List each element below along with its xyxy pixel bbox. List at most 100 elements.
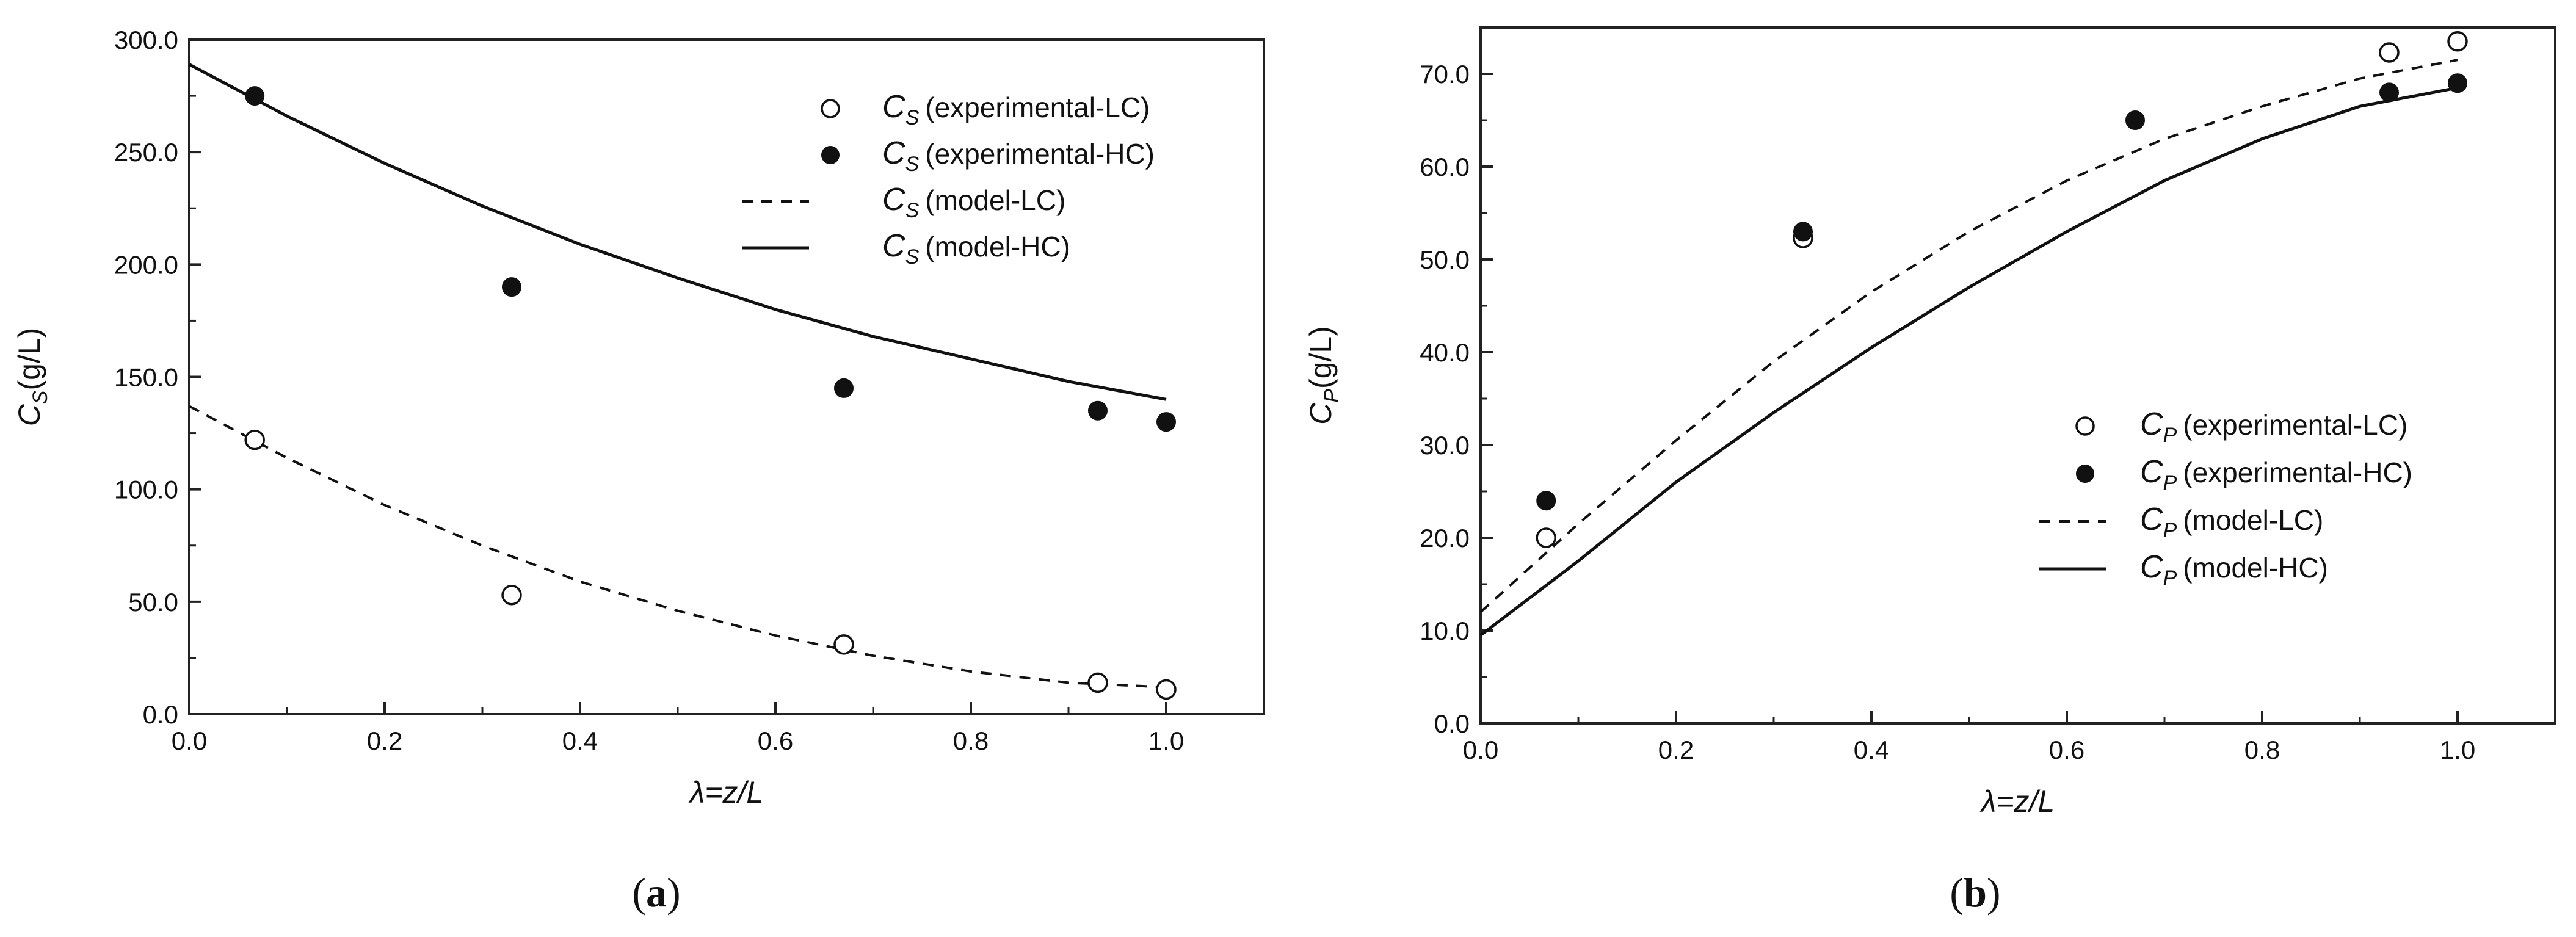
- legend-symbol: C: [882, 89, 905, 125]
- legend-symbol: C: [882, 182, 905, 217]
- y-axis-title-subscript: P: [1320, 389, 1343, 403]
- y-tick-label: 50.0: [1420, 245, 1470, 274]
- legend-symbol: C: [882, 136, 905, 171]
- y-tick-label: 30.0: [1420, 431, 1470, 460]
- legend-text: (model-LC): [2183, 504, 2323, 536]
- legend-subscript: P: [2163, 566, 2177, 590]
- data-point-experimental-hc: [834, 378, 854, 398]
- data-point-experimental-hc: [1793, 222, 1813, 242]
- series-line-model-hc: [188, 63, 1167, 401]
- x-axis-title: λ=z/L: [688, 775, 764, 809]
- caption-close: ): [667, 869, 681, 916]
- y-tick-label: 250.0: [114, 138, 178, 167]
- legend-symbol: C: [2140, 454, 2163, 490]
- x-tick-label: 0.0: [172, 726, 207, 755]
- y-axis-title-unit: (g/L): [12, 328, 46, 391]
- legend-symbol: C: [2140, 407, 2163, 442]
- y-tick-label: 100.0: [114, 476, 178, 504]
- x-tick-label: 0.4: [562, 726, 598, 755]
- caption-close: ): [1987, 869, 2001, 916]
- series-line-model-lc: [189, 405, 1167, 689]
- legend-subscript: P: [2163, 519, 2177, 542]
- y-axis-title-symbol: C: [12, 403, 46, 426]
- data-point-experimental-hc: [1156, 412, 1176, 432]
- caption-letter: b: [1964, 869, 1987, 916]
- x-tick-label: 0.6: [758, 726, 793, 755]
- data-point-experimental-lc: [501, 585, 522, 606]
- x-tick-label: 0.6: [2049, 736, 2084, 764]
- panel-caption: (a): [632, 869, 680, 916]
- data-point-experimental-hc: [2125, 110, 2145, 130]
- legend-subscript: S: [905, 199, 920, 222]
- y-tick-label: 70.0: [1420, 60, 1470, 89]
- data-point-experimental-lc: [2379, 42, 2400, 63]
- y-tick-label: 0.0: [1434, 709, 1470, 738]
- legend-marker: [2075, 416, 2095, 436]
- plot-frame: [1479, 26, 2556, 725]
- data-point-experimental-lc: [244, 429, 265, 450]
- x-tick-label: 0.8: [953, 726, 989, 755]
- legend-subscript: S: [905, 245, 920, 269]
- y-tick-label: 20.0: [1420, 524, 1470, 552]
- y-tick-label: 300.0: [114, 26, 178, 54]
- caption-letter: a: [646, 869, 667, 916]
- data-point-experimental-hc: [2448, 73, 2467, 93]
- data-point-experimental-hc: [1088, 400, 1108, 421]
- y-tick-label: 50.0: [128, 588, 178, 617]
- x-tick-label: 1.0: [2440, 736, 2475, 764]
- legend-label: CP (model-LC): [2140, 502, 2323, 542]
- legend-symbol: C: [2140, 502, 2163, 537]
- legend-marker: [2076, 465, 2094, 483]
- y-axis-title: CS(g/L): [12, 328, 52, 427]
- x-tick-label: 0.2: [367, 726, 402, 755]
- legend-subscript: P: [2163, 471, 2177, 494]
- legend-text: (model-HC): [2183, 552, 2328, 584]
- series-line-model-hc: [1479, 86, 2458, 637]
- legend-label: CS (experimental-HC): [882, 136, 1155, 176]
- legend-marker: [821, 99, 840, 118]
- data-point-experimental-hc: [2379, 82, 2399, 103]
- data-point-experimental-hc: [502, 277, 521, 297]
- legend-label: CS (model-LC): [882, 182, 1065, 222]
- legend-label: CP (experimental-HC): [2140, 454, 2412, 494]
- legend-marker: [821, 146, 840, 164]
- y-axis-title-subscript: S: [29, 390, 52, 404]
- y-axis-title-symbol: C: [1304, 402, 1338, 425]
- legend-text: (experimental-LC): [2183, 409, 2407, 441]
- chart-panel-b: 0.0 0.2 0.4 0.6 0.8 1.0 0.0 10.0 20.0 30.0 40.0 50.…: [1304, 26, 2556, 916]
- x-tick-label: 0.0: [1463, 736, 1498, 764]
- series-line-model-lc: [1479, 59, 2458, 613]
- y-tick-label: 10.0: [1420, 617, 1470, 645]
- x-tick-label: 0.4: [1854, 736, 1889, 764]
- legend-text: (model-HC): [925, 231, 1070, 262]
- data-point-experimental-lc: [2447, 31, 2468, 52]
- data-point-experimental-hc: [1536, 491, 1556, 511]
- legend-text: (experimental-HC): [2183, 457, 2412, 488]
- y-axis-title-unit: (g/L): [1304, 326, 1338, 389]
- x-tick-label: 0.2: [1658, 736, 1694, 764]
- legend-subscript: S: [905, 106, 920, 129]
- y-tick-label: 200.0: [114, 250, 178, 279]
- legend-text: (experimental-LC): [925, 92, 1150, 123]
- data-point-experimental-hc: [245, 86, 265, 106]
- y-axis-title: CP(g/L): [1304, 326, 1343, 425]
- data-point-experimental-lc: [833, 634, 854, 655]
- legend-label: CS (experimental-LC): [882, 89, 1150, 129]
- x-axis-title: λ=z/L: [1979, 784, 2055, 819]
- legend-symbol: C: [882, 228, 905, 264]
- legend-text: (model-LC): [925, 184, 1065, 216]
- data-point-experimental-lc: [1156, 679, 1177, 700]
- legend-text: (experimental-HC): [925, 138, 1155, 170]
- data-point-experimental-lc: [1087, 672, 1108, 693]
- legend-subscript: P: [2163, 424, 2177, 447]
- legend-symbol: C: [2140, 549, 2163, 585]
- legend-label: CP (model-HC): [2140, 549, 2328, 590]
- x-tick-label: 1.0: [1148, 726, 1184, 755]
- panel-caption: (b): [1950, 869, 2000, 916]
- y-tick-label: 0.0: [143, 700, 178, 729]
- y-tick-label: 40.0: [1420, 338, 1470, 367]
- y-tick-label: 150.0: [114, 363, 178, 392]
- caption-open: (: [1950, 869, 1964, 916]
